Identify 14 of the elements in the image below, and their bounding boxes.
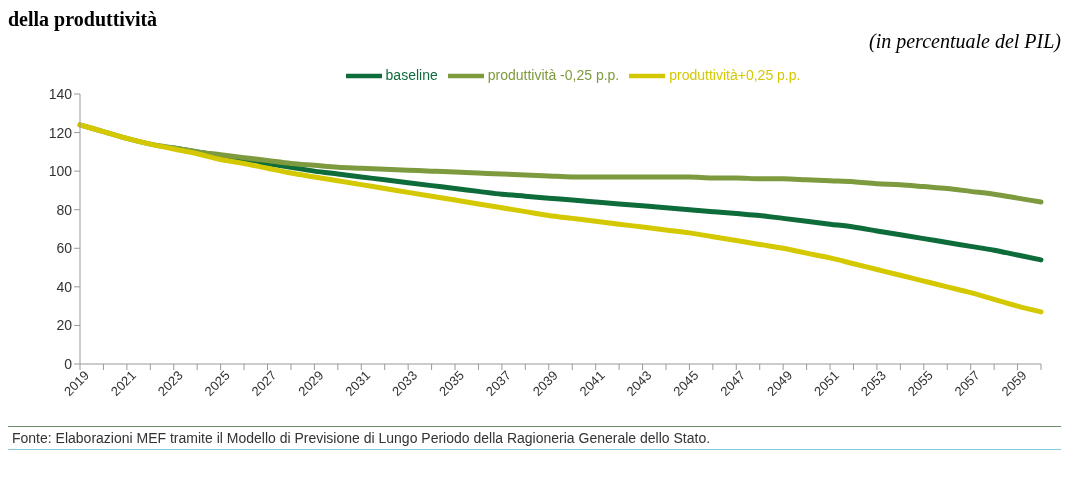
source-note: Fonte: Elaborazioni MEF tramite il Modello di Previsione di Lungo Periodo della Ragioneria Generale dello Stato. — [12, 430, 712, 446]
legend-label: produttività -0,25 p.p. — [487, 66, 620, 83]
chart-subtitle: (in percentuale del PIL) — [868, 30, 1061, 52]
legend-label: produttività+0,25 p.p. — [669, 66, 801, 83]
y-tick-label: 60 — [56, 240, 73, 257]
chart-title: della produttività — [8, 8, 159, 30]
y-tick-label: 120 — [48, 124, 73, 141]
y-tick-label: 140 — [48, 85, 73, 102]
y-tick-label: 0 — [64, 355, 73, 372]
y-tick-label: 80 — [56, 201, 73, 218]
y-tick-label: 20 — [56, 317, 73, 334]
y-tick-label: 100 — [48, 163, 73, 180]
y-tick-label: 40 — [56, 278, 73, 295]
legend-label: baseline — [385, 66, 438, 83]
